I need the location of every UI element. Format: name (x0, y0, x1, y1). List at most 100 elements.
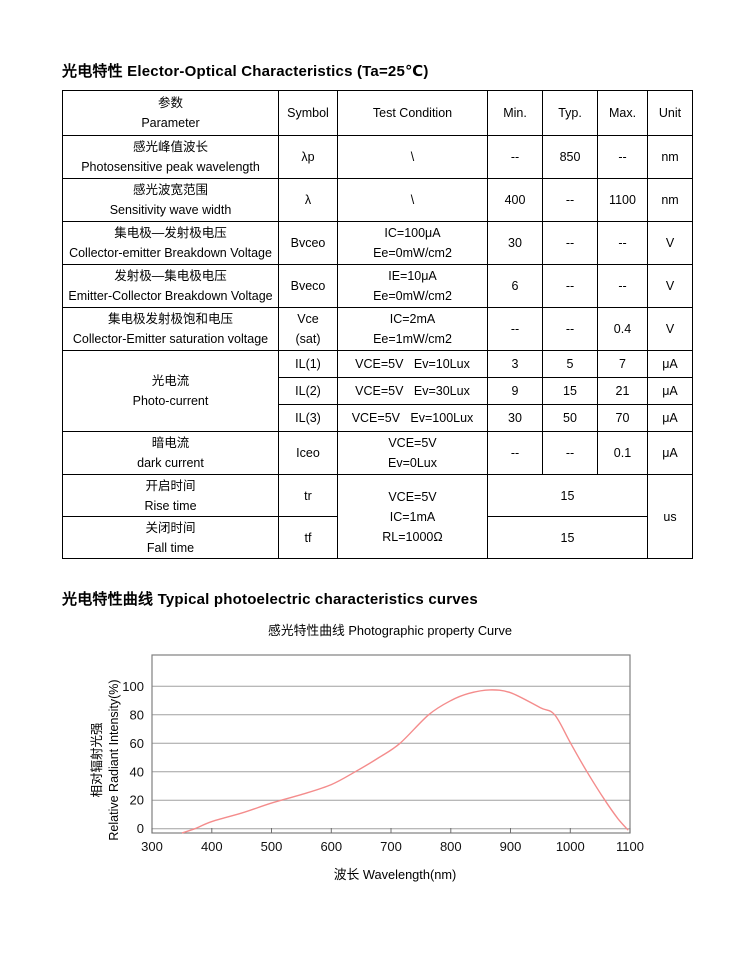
table-row: 开启时间 Rise time tr VCE=5V IC=1mA RL=1000Ω… (62, 474, 693, 559)
symbol-cell: Bveco (278, 264, 338, 308)
y-tick-label: 80 (130, 707, 144, 722)
min-cell: -- (487, 307, 543, 351)
plot-border (151, 654, 631, 834)
param-zh: 发射极—集电极电压 (114, 269, 227, 283)
header-parameter: 参数 Parameter (62, 90, 279, 136)
y-tick-label: 40 (130, 764, 144, 779)
symbol-line: Vce (297, 312, 319, 326)
min-cell: 6 (487, 264, 543, 308)
symbol-cell: Bvceo (278, 221, 338, 265)
x-tick-label: 600 (320, 839, 342, 854)
x-tick-label: 500 (261, 839, 283, 854)
cond-line: Ee=1mW/cm2 (373, 332, 452, 346)
param-zh: 集电极—发射极电压 (114, 226, 227, 240)
symbol-cell: λ (278, 178, 338, 222)
table-row: 感光峰值波长 Photosensitive peak wavelength λp… (62, 135, 693, 179)
header-typ: Typ. (542, 90, 598, 136)
response-curve (181, 689, 629, 834)
typ-cell: 850 (542, 135, 598, 179)
table-row: 关闭时间 Fall time tf 15 (62, 516, 693, 559)
symbol-cell: Vce (sat) (278, 307, 338, 351)
typ-cell: -- (542, 264, 598, 308)
x-tick-label: 900 (500, 839, 522, 854)
unit-cell: us (647, 474, 693, 559)
cond-line: RL=1000Ω (382, 529, 443, 544)
param-zh: 感光峰值波长 (132, 140, 208, 154)
value-cell: 15 (487, 474, 648, 517)
min-cell: 3 (487, 350, 543, 378)
table-row: 光电流 Photo-current IL(1) VCE=5V Ev=10Lux … (62, 350, 693, 432)
header-max: Max. (597, 90, 648, 136)
symbol-line: (sat) (295, 332, 321, 346)
param-cell: 集电极—发射极电压 Collector-emitter Breakdown Vo… (62, 221, 279, 265)
param-en: Rise time (144, 498, 197, 513)
unit-cell: μA (647, 350, 693, 378)
cond-cell: IE=10μA Ee=0mW/cm2 (337, 264, 488, 308)
cond-cell: VCE=5V Ev=10Lux (337, 350, 488, 378)
max-cell: 70 (597, 404, 648, 432)
min-cell: 30 (487, 404, 543, 432)
unit-cell: nm (647, 135, 693, 179)
x-tick-label: 700 (380, 839, 402, 854)
max-cell: -- (597, 135, 648, 179)
param-cell: 开启时间 Rise time (62, 474, 279, 517)
max-cell: 1100 (597, 178, 648, 222)
param-cell: 暗电流 dark current (62, 431, 279, 475)
param-cell: 感光波宽范围 Sensitivity wave width (62, 178, 279, 222)
header-unit: Unit (647, 90, 693, 136)
unit-cell: V (647, 307, 693, 351)
table-row: 发射极—集电极电压 Emitter-Collector Breakdown Vo… (62, 264, 693, 308)
param-en: Collector-Emitter saturation voltage (72, 332, 269, 346)
param-cell: 关闭时间 Fall time (62, 516, 279, 559)
table-header-row: 参数 Parameter Symbol Test Condition Min. … (62, 90, 693, 136)
table-row: 感光波宽范围 Sensitivity wave width λ \ 400 --… (62, 178, 693, 222)
table-row: 集电极发射极饱和电压 Collector-Emitter saturation … (62, 307, 693, 351)
param-zh: 关闭时间 (145, 520, 196, 535)
param-cell: 感光峰值波长 Photosensitive peak wavelength (62, 135, 279, 179)
y-tick-label: 20 (130, 793, 144, 808)
param-zh: 开启时间 (145, 478, 196, 493)
header-min: Min. (487, 90, 543, 136)
unit-cell: μA (647, 431, 693, 475)
cond-cell: VCE=5V Ev=100Lux (337, 404, 488, 432)
chart-title: 感光特性曲线 Photographic property Curve (268, 623, 512, 638)
cond-line: Ee=0mW/cm2 (373, 246, 452, 260)
typ-cell: 50 (542, 404, 598, 432)
symbol-cell: λp (278, 135, 338, 179)
param-zh: 光电流 (151, 374, 190, 388)
y-tick-label: 60 (130, 736, 144, 751)
typ-cell: -- (542, 221, 598, 265)
value-cell: 15 (487, 516, 648, 559)
unit-cell: μA (647, 377, 693, 405)
param-cell: 光电流 Photo-current (62, 350, 279, 432)
param-en: Photosensitive peak wavelength (81, 160, 260, 174)
typ-cell: 15 (542, 377, 598, 405)
param-cell: 发射极—集电极电压 Emitter-Collector Breakdown Vo… (62, 264, 279, 308)
cond-line: Ee=0mW/cm2 (373, 289, 452, 303)
max-cell: 21 (597, 377, 648, 405)
min-cell: 30 (487, 221, 543, 265)
x-tick-label: 300 (141, 839, 163, 854)
cond-line: VCE=5V (388, 489, 437, 504)
unit-cell: V (647, 264, 693, 308)
symbol-cell: Iceo (278, 431, 338, 475)
eo-characteristics-table: 参数 Parameter Symbol Test Condition Min. … (62, 90, 693, 559)
header-parameter-zh: 参数 (157, 96, 183, 110)
cond-line: IC=100μA (384, 226, 441, 240)
curves-section-title: 光电特性曲线 Typical photoelectric characteris… (62, 591, 478, 608)
max-cell: -- (597, 221, 648, 265)
header-parameter-en: Parameter (141, 116, 200, 130)
max-cell: 0.1 (597, 431, 648, 475)
param-zh: 感光波宽范围 (132, 183, 208, 197)
typ-cell: -- (542, 431, 598, 475)
cond-line: Ev=0Lux (388, 456, 437, 470)
param-zh: 暗电流 (151, 436, 190, 450)
min-cell: -- (487, 431, 543, 475)
table-row: 暗电流 dark current Iceo VCE=5V Ev=0Lux -- … (62, 431, 693, 475)
symbol-cell: tr (278, 474, 338, 517)
param-en: dark current (137, 456, 204, 470)
x-tick-label: 1100 (616, 839, 644, 854)
chart-x-axis-label: 波长 Wavelength(nm) (333, 867, 457, 882)
typ-cell: -- (542, 307, 598, 351)
table-row: IL(3) VCE=5V Ev=100Lux 30 50 70 μA (63, 404, 693, 432)
